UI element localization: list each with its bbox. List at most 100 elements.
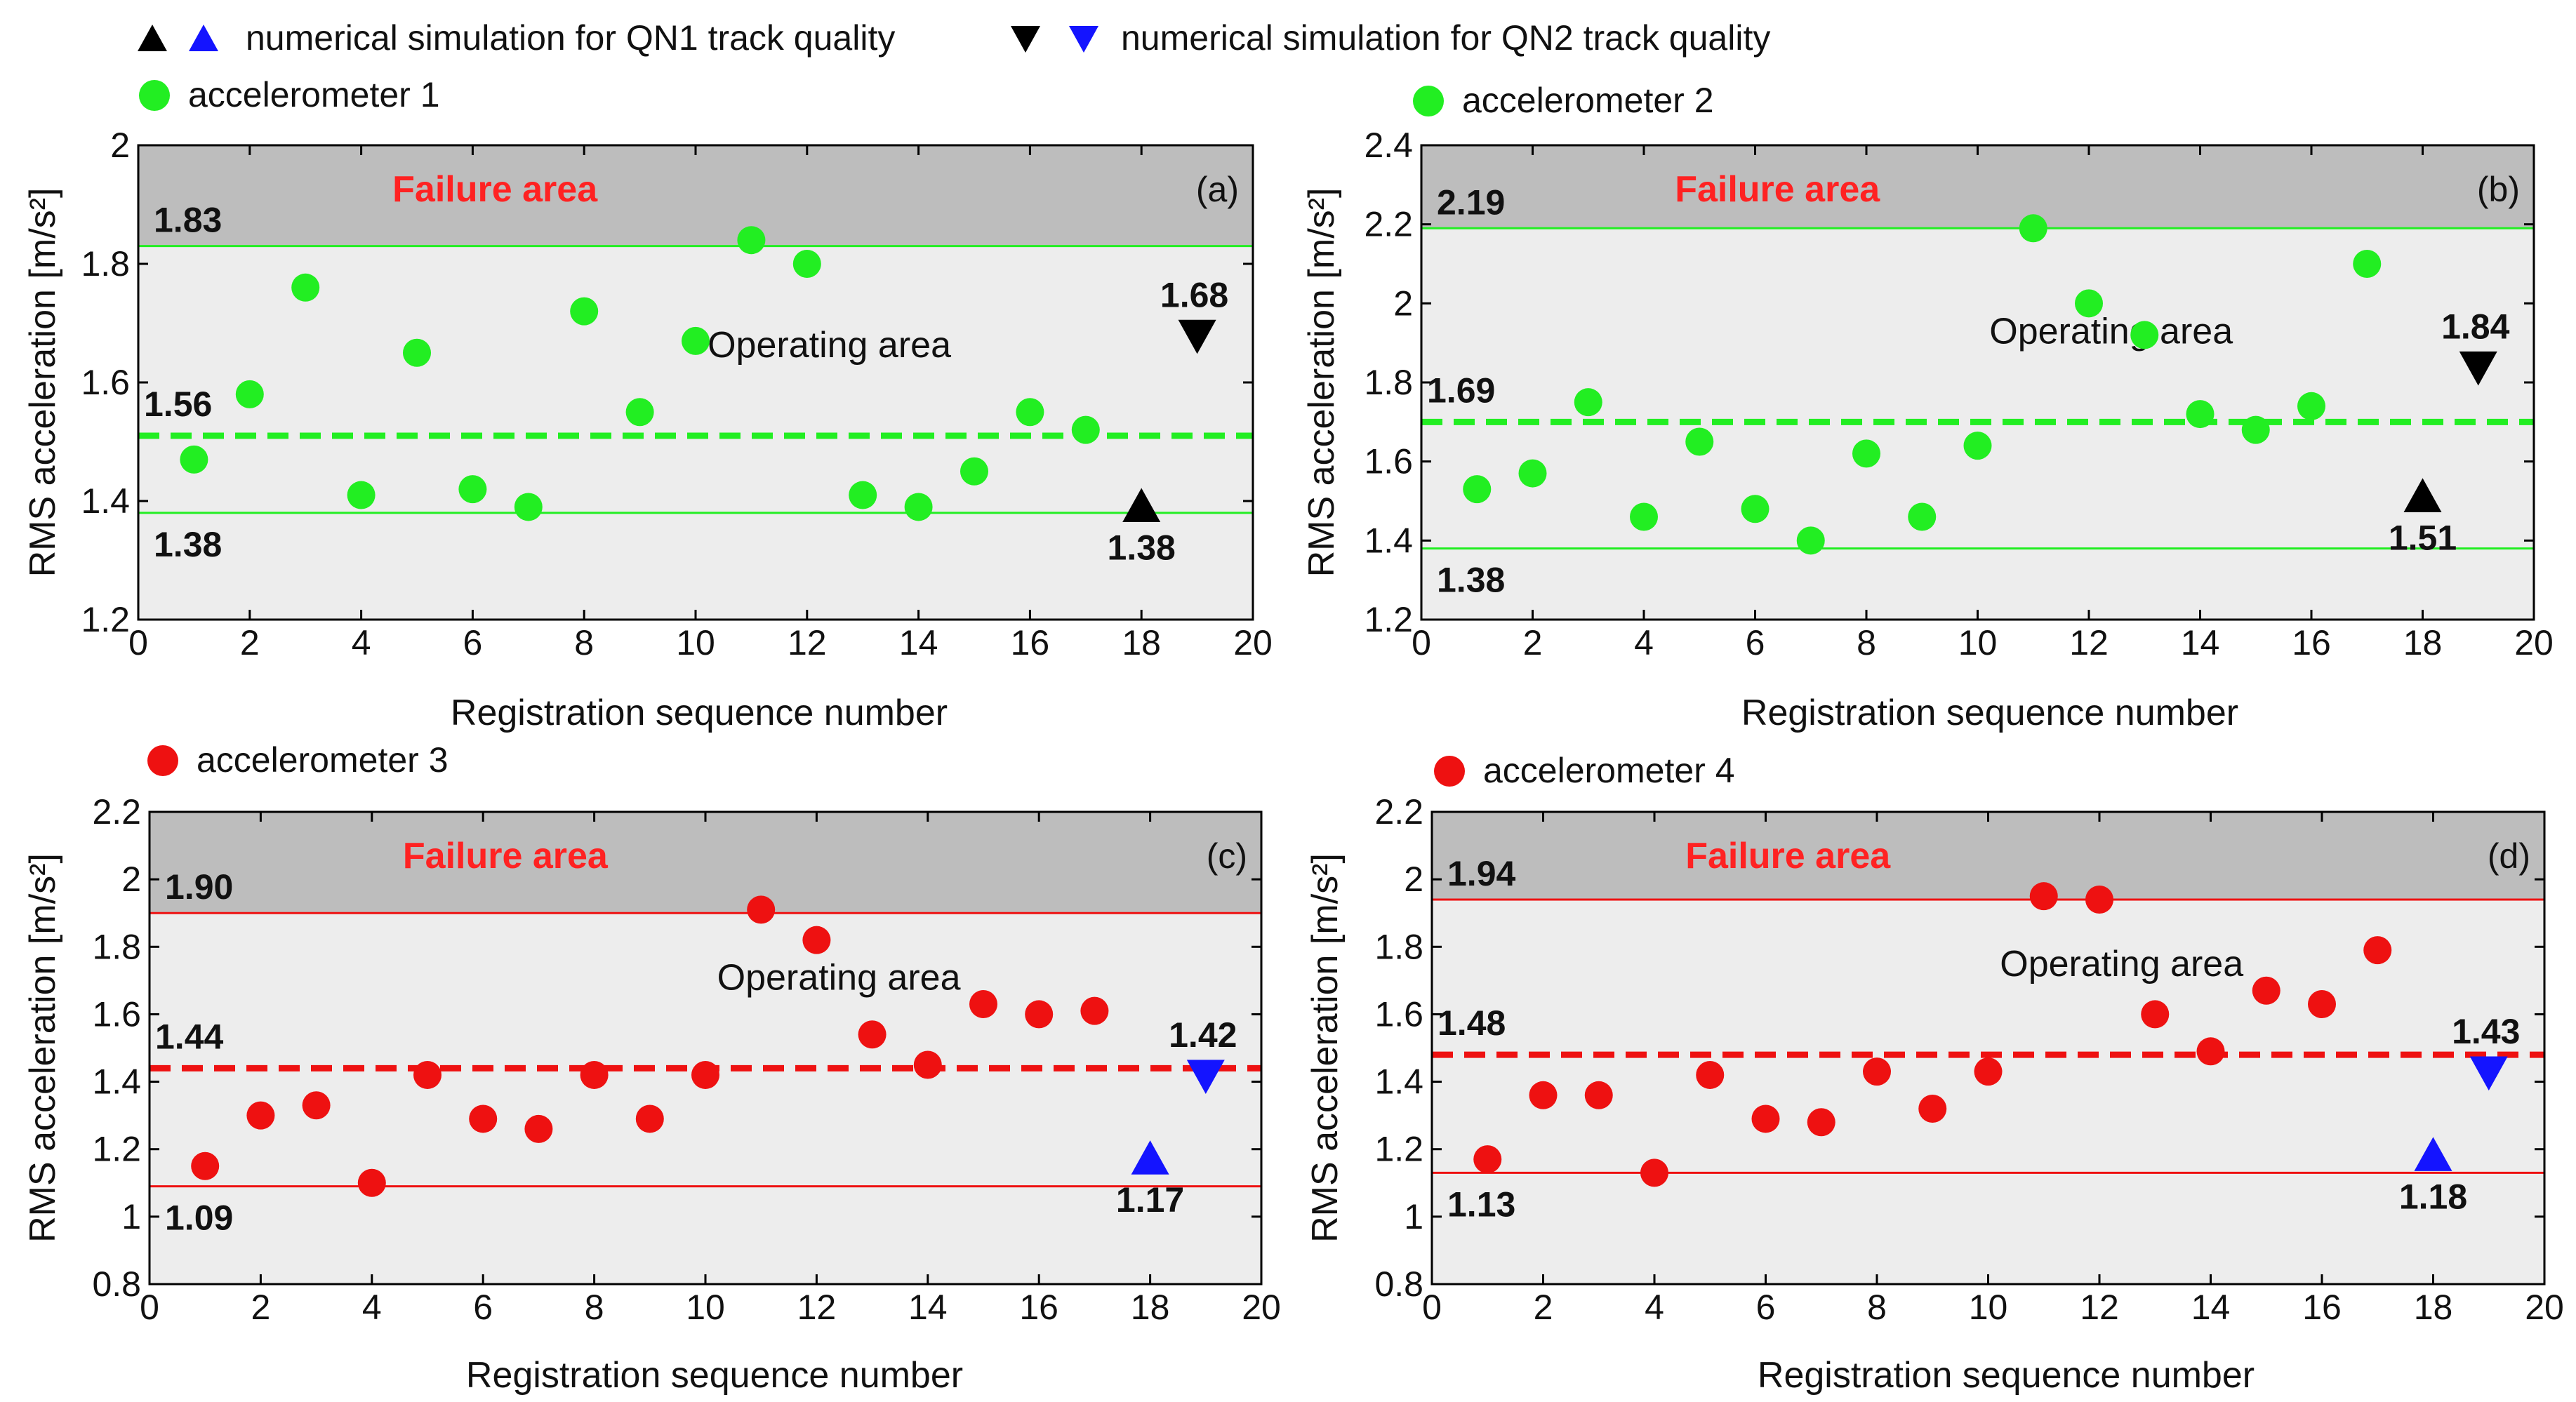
data-point <box>413 1060 441 1089</box>
x-tick-label: 14 <box>899 623 938 662</box>
y-tick-label: 1.4 <box>92 1062 141 1102</box>
x-tick-label: 8 <box>1867 1288 1887 1327</box>
sim-qn1-value: 1.51 <box>2389 518 2457 557</box>
x-tick-label: 14 <box>2181 623 2220 662</box>
accelerometer-legend-label: accelerometer 3 <box>197 740 449 780</box>
operating-area-region <box>150 913 1261 1284</box>
x-tick-label: 8 <box>585 1288 604 1327</box>
operating-area-label: Operating area <box>1989 311 2233 352</box>
data-point <box>858 1020 887 1049</box>
y-tick-label: 1.2 <box>92 1130 141 1169</box>
x-tick-label: 4 <box>352 623 371 662</box>
mean-value: 1.56 <box>144 385 212 424</box>
y-tick-label: 1.4 <box>81 481 130 521</box>
sim-qn2-marker <box>1186 1060 1225 1094</box>
data-point <box>2130 321 2159 349</box>
y-axis-label: RMS acceleration [m/s²] <box>22 188 63 578</box>
data-point <box>1463 475 1492 504</box>
x-tick-label: 2 <box>1523 623 1543 662</box>
accelerometer-legend-marker <box>139 80 170 111</box>
x-tick-label: 16 <box>2302 1288 2342 1327</box>
data-point <box>235 380 264 408</box>
legend-qn2-black-triangle <box>1011 26 1040 53</box>
panel-a: 0 2 4 6 8 10 12 14 16 18 20 1.2 1.4 1.6 1.8 2 Registrati… <box>22 75 1273 733</box>
x-axis-label: Registration sequence number <box>451 693 948 733</box>
legend-qn1-text: numerical simulation for QN1 track quali… <box>246 18 895 58</box>
panel-letter: (b) <box>2477 170 2520 209</box>
data-point <box>1741 495 1770 523</box>
panel-b: 0 2 4 6 8 10 12 14 16 18 20 1.2 1.4 1.6 1.8 2 2.2 2.4 Regi… <box>1301 81 2554 733</box>
data-point <box>1473 1145 1502 1174</box>
x-tick-label: 12 <box>788 623 827 662</box>
x-tick-label: 16 <box>1011 623 1050 662</box>
data-point <box>2196 1037 2225 1066</box>
data-point <box>1696 1060 1725 1089</box>
y-tick-label: 2 <box>110 126 130 165</box>
data-point <box>302 1091 331 1120</box>
lower-limit-value: 1.38 <box>1437 561 1505 600</box>
x-tick-label: 4 <box>362 1288 382 1327</box>
legend-qn2-text: numerical simulation for QN2 track quali… <box>1121 18 1770 58</box>
x-tick-label: 6 <box>473 1288 493 1327</box>
failure-area-region <box>150 812 1261 914</box>
sim-qn2-value: 1.68 <box>1160 275 1228 314</box>
x-tick-label: 18 <box>2403 623 2443 662</box>
upper-limit-value: 2.19 <box>1437 182 1505 222</box>
data-point <box>580 1060 609 1089</box>
x-tick-label: 14 <box>2191 1288 2231 1327</box>
y-tick-label: 1.6 <box>81 363 130 402</box>
x-tick-label: 8 <box>574 623 594 662</box>
y-tick-label: 2 <box>1393 283 1413 323</box>
data-point <box>2252 976 2280 1005</box>
lower-limit-value: 1.38 <box>154 525 222 564</box>
legend-qn1-blue-triangle <box>189 25 218 51</box>
y-tick-label: 2.2 <box>1364 205 1413 244</box>
y-tick-label: 0.8 <box>92 1264 141 1304</box>
y-axis-label: RMS acceleration [m/s²] <box>22 853 63 1243</box>
data-point <box>570 297 599 326</box>
y-tick-label: 1.2 <box>81 600 130 639</box>
panel-d: 0 2 4 6 8 10 12 14 16 18 20 0.8 1 1.2 1.4 1.6 1.8 2 2.2 Reg… <box>1305 751 2564 1396</box>
sim-qn1-value: 1.18 <box>2399 1177 2467 1216</box>
sim-qn1-marker <box>2414 1137 2452 1171</box>
sim-qn2-value: 1.43 <box>2452 1012 2520 1051</box>
x-axis-label: Registration sequence number <box>1758 1355 2255 1396</box>
data-point <box>1908 502 1937 531</box>
data-point <box>1518 459 1547 488</box>
x-tick-label: 12 <box>797 1288 837 1327</box>
sim-qn2-marker <box>1178 319 1216 354</box>
x-tick-label: 6 <box>1756 1288 1776 1327</box>
data-point <box>246 1101 275 1130</box>
y-tick-label: 1 <box>121 1197 141 1236</box>
x-axis-label: Registration sequence number <box>466 1355 963 1396</box>
data-point <box>849 481 877 509</box>
data-point <box>737 226 766 255</box>
x-tick-label: 0 <box>1422 1288 1442 1327</box>
data-point <box>969 990 997 1019</box>
sim-qn2-marker <box>2459 351 2497 386</box>
data-point <box>1852 439 1880 468</box>
data-point <box>913 1050 942 1079</box>
data-point <box>1080 996 1109 1025</box>
data-point <box>2363 936 2392 965</box>
legend-qn2-blue-triangle <box>1069 26 1098 53</box>
y-tick-label: 2.2 <box>92 792 141 832</box>
data-point <box>1071 415 1100 444</box>
data-point <box>1529 1081 1558 1109</box>
x-tick-label: 10 <box>1969 1288 2008 1327</box>
x-tick-label: 12 <box>2080 1288 2119 1327</box>
y-tick-label: 2 <box>1404 860 1423 899</box>
data-point <box>691 1060 719 1089</box>
y-tick-label: 1.8 <box>81 244 130 283</box>
sim-qn2-marker <box>2469 1056 2508 1091</box>
accelerometer-legend-marker <box>1413 86 1444 116</box>
y-axis-label: RMS acceleration [m/s²] <box>1301 188 1342 578</box>
panel-letter: (c) <box>1207 836 1247 876</box>
x-tick-label: 10 <box>686 1288 725 1327</box>
data-point <box>180 445 208 474</box>
data-point <box>357 1168 386 1197</box>
y-tick-label: 1.8 <box>92 927 141 966</box>
failure-area-region <box>1421 145 2534 229</box>
data-point <box>1584 1081 1613 1109</box>
